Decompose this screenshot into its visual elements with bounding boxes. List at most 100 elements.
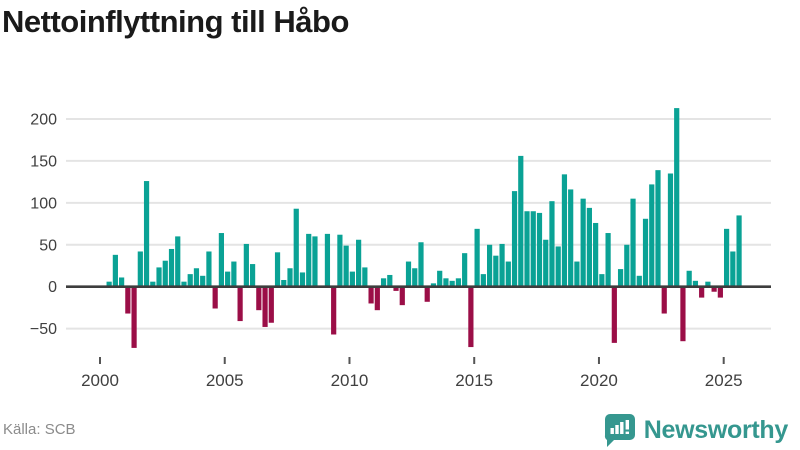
bar-2021Q4 [642, 218, 649, 287]
bar-2016Q4 [518, 155, 524, 287]
bar-2022Q3 [661, 286, 667, 314]
bar-2021Q3 [636, 275, 642, 287]
svg-text:2020: 2020 [580, 371, 618, 390]
bar-2024Q4 [717, 286, 723, 298]
bar-2005Q3 [237, 286, 243, 322]
bar-2010Q2 [356, 239, 362, 287]
newsworthy-logo-text: Newsworthy [643, 415, 789, 444]
bar-2003Q1 [175, 236, 181, 287]
bar-2003Q4 [193, 268, 200, 287]
bar-2008Q3 [312, 236, 318, 287]
bar-2001Q1 [125, 286, 131, 314]
bar-2018Q1 [549, 201, 555, 287]
svg-text:−50: −50 [30, 321, 57, 338]
svg-text:2015: 2015 [455, 371, 493, 390]
newsworthy-logo: Newsworthy [603, 413, 788, 447]
bar-2005Q2 [231, 261, 237, 287]
bar-2009Q1 [324, 233, 331, 287]
bar-2016Q3 [511, 191, 518, 287]
bar-2002Q2 [156, 267, 162, 287]
bar-2001Q3 [137, 251, 143, 287]
bar-2018Q4 [568, 189, 574, 287]
bar-2000Q4 [119, 277, 125, 287]
svg-text:50: 50 [39, 237, 57, 254]
bar-2013Q3 [437, 270, 443, 287]
bar-2024Q1 [699, 286, 705, 298]
bar-2019Q4 [593, 222, 599, 287]
bar-2020Q2 [605, 233, 611, 287]
bar-2009Q3 [337, 234, 343, 287]
bar-2009Q2 [331, 286, 337, 335]
bar-2020Q3 [611, 286, 617, 343]
bar-2014Q4 [468, 286, 474, 348]
bar-2017Q3 [536, 212, 543, 287]
bar-2008Q2 [306, 233, 312, 287]
bar-2010Q4 [368, 286, 374, 304]
bar-2025Q3 [736, 215, 742, 287]
bar-2007Q1 [274, 252, 281, 287]
bar-2024Q2 [705, 281, 711, 287]
bar-2007Q2 [281, 279, 287, 287]
bar-2019Q1 [574, 261, 580, 287]
bar-2023Q2 [680, 286, 686, 342]
bar-2012Q1 [399, 286, 405, 306]
bar-2010Q3 [362, 267, 368, 287]
bar-2011Q3 [387, 274, 393, 287]
bar-2006Q1 [249, 264, 256, 287]
bar-2021Q1 [624, 244, 630, 287]
bar-2007Q3 [287, 268, 293, 287]
bar-2019Q2 [580, 198, 586, 287]
bar-2016Q1 [499, 243, 505, 287]
svg-text:2000: 2000 [81, 371, 119, 390]
bar-2020Q1 [599, 274, 605, 287]
bar-2007Q4 [293, 208, 299, 287]
bar-2012Q3 [412, 268, 418, 287]
bar-2009Q4 [343, 245, 349, 287]
bar-2015Q3 [486, 244, 493, 287]
bar-2011Q1 [374, 286, 380, 311]
bar-2006Q4 [268, 286, 274, 323]
bar-2012Q2 [405, 261, 412, 287]
page-title: Nettoinflyttning till Håbo [2, 4, 349, 39]
bar-2016Q2 [505, 261, 511, 287]
bar-2015Q4 [493, 255, 499, 287]
bar-2025Q1 [724, 228, 730, 287]
source-label: Källa: SCB [3, 421, 76, 438]
bar-2003Q3 [187, 274, 193, 287]
bar-2025Q2 [730, 251, 736, 287]
bar-2022Q2 [655, 170, 661, 287]
bar-2017Q2 [530, 211, 536, 287]
svg-text:2010: 2010 [331, 371, 369, 390]
bar-2006Q3 [262, 286, 268, 327]
bar-2018Q3 [561, 174, 568, 287]
bar-2004Q2 [206, 251, 212, 287]
svg-text:100: 100 [30, 195, 57, 212]
bar-2000Q2 [106, 281, 112, 287]
bar-2002Q3 [162, 260, 168, 287]
bar-2004Q3 [212, 286, 218, 309]
bar-2003Q2 [181, 281, 187, 287]
bar-2008Q1 [299, 272, 306, 287]
bar-2004Q1 [200, 275, 206, 287]
bar-2023Q4 [692, 280, 699, 287]
bar-2014Q2 [455, 278, 462, 287]
bar-2023Q3 [686, 270, 692, 287]
svg-text:200: 200 [30, 112, 57, 129]
bar-2005Q4 [243, 243, 249, 287]
bar-2005Q1 [225, 271, 231, 287]
bar-2011Q2 [380, 278, 387, 287]
bar-2018Q2 [555, 246, 561, 287]
bar-2001Q4 [143, 181, 150, 287]
bar-2024Q3 [711, 286, 717, 292]
bar-2011Q4 [393, 286, 399, 291]
bar-2013Q2 [430, 283, 437, 287]
bar-2013Q4 [443, 278, 449, 287]
bar-2021Q2 [630, 198, 636, 287]
bar-2019Q3 [586, 207, 592, 287]
bar-2001Q2 [131, 286, 137, 348]
bar-2017Q4 [543, 239, 549, 287]
bar-2017Q1 [524, 211, 530, 287]
bar-2022Q4 [667, 173, 674, 287]
svg-text:2005: 2005 [206, 371, 244, 390]
